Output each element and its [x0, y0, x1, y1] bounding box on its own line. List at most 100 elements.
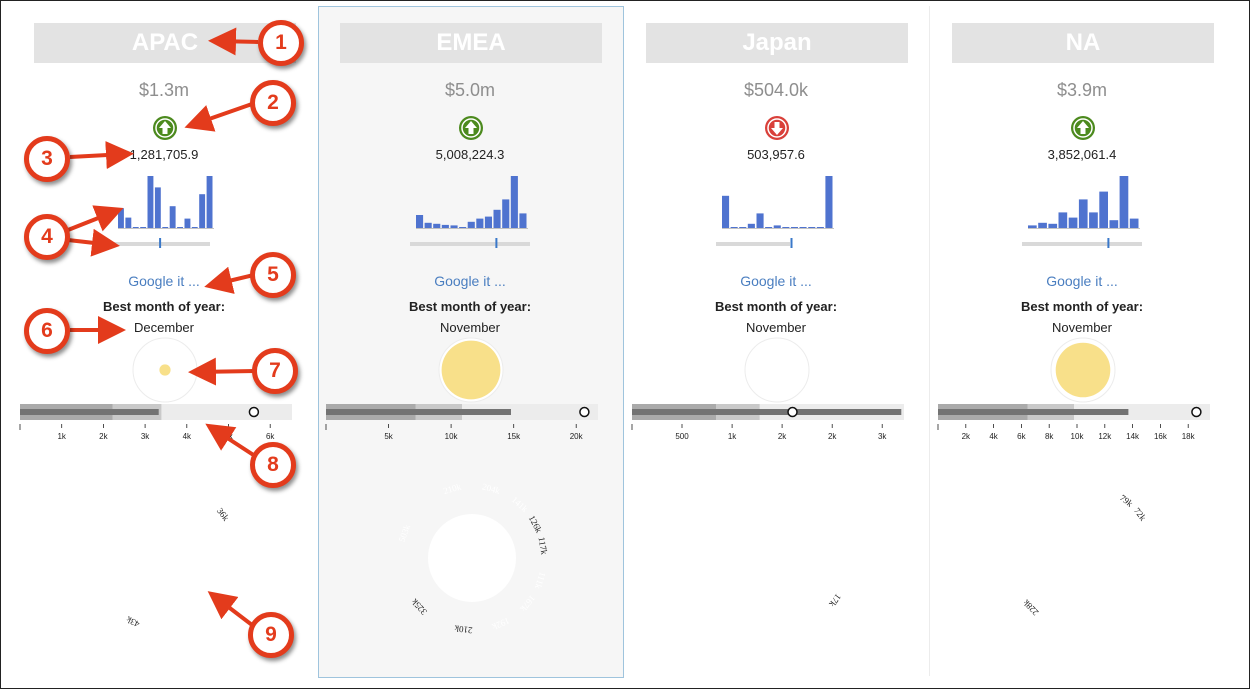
callout-badge: 9	[248, 612, 294, 658]
panel-divider	[929, 6, 930, 676]
bullet-tick-label: 4k	[989, 432, 998, 441]
spark-bar	[1078, 199, 1088, 228]
bullet-tick-label: 2k	[99, 432, 108, 441]
google-link-apac[interactable]: Google it ...	[128, 273, 200, 289]
trend-up-icon	[1071, 116, 1095, 140]
spark-bar	[519, 213, 527, 228]
amount-apac: $1.3m	[138, 80, 190, 100]
donut-slice-label: 72k	[1132, 506, 1148, 523]
spark-bar	[441, 224, 449, 228]
spark-bar	[459, 227, 467, 228]
google-link-japan[interactable]: Google it ...	[740, 273, 812, 289]
google-link-na[interactable]: Google it ...	[1046, 273, 1118, 289]
sparkline-na	[1022, 176, 1142, 248]
bullet-target	[248, 406, 260, 418]
callout-badge: 6	[24, 308, 70, 354]
spark-bar	[1099, 191, 1108, 228]
spark-bar	[467, 221, 475, 228]
spark-bar	[1089, 212, 1098, 228]
bullet-target	[579, 406, 590, 418]
best-month-bubble-na	[1050, 337, 1116, 403]
donut-slice-label: 423k	[1008, 520, 1024, 541]
bullet-measure	[938, 409, 1129, 415]
spark-bar	[747, 223, 755, 228]
spark-bar	[162, 227, 169, 228]
spark-bar	[1129, 218, 1139, 228]
amount-na: $3.9m	[1056, 80, 1108, 100]
donut-slice-label: 127k	[230, 562, 243, 582]
sparkline-emea	[410, 176, 530, 248]
best-month-value-emea: November	[440, 320, 500, 335]
spark-bar	[765, 227, 773, 228]
bullet-measure	[326, 409, 511, 415]
google-link-emea[interactable]: Google it ...	[434, 273, 506, 289]
donut-slice-label: 72k	[700, 534, 713, 550]
spark-bar	[1028, 225, 1037, 228]
bullet-chart-japan: 500 1k 2k 2k 3k	[631, 404, 904, 441]
bullet-tick-label: 6k	[266, 432, 275, 441]
exact-value-emea: 5,008,224.3	[435, 147, 505, 162]
spark-bar	[799, 227, 807, 228]
spark-bar	[1119, 176, 1129, 228]
trend-down-icon	[765, 116, 789, 140]
spark-bar	[433, 223, 441, 228]
bullet-tick-label: 10k	[1071, 432, 1085, 441]
donut-hole	[1039, 514, 1127, 602]
bullet-target	[1191, 406, 1202, 418]
donut-slice-label: 107k	[1131, 591, 1150, 612]
spark-bar	[199, 194, 206, 228]
best-month-label-na: Best month of year:	[1020, 299, 1144, 314]
spark-bar	[739, 227, 747, 228]
donut-slice-label: 146k	[107, 495, 127, 515]
bullet-chart-apac: 1k 2k 3k 4k 5k 6k	[19, 404, 292, 441]
spark-bar	[1038, 222, 1047, 228]
best-month-label-japan: Best month of year:	[714, 299, 838, 314]
donut-slice-label: 173k	[1146, 532, 1160, 552]
bubble-fill	[441, 340, 501, 400]
donut-chart-apac: 71k 36k 127k 96k 43k 91k 146k	[92, 484, 243, 635]
bullet-tick-label: 2k	[962, 432, 971, 441]
donut-slice-label: 111k	[533, 571, 548, 591]
donut-slice-label: 210k	[453, 623, 473, 635]
arrow-up-glyph	[1077, 121, 1089, 134]
amount-emea: $5.0m	[444, 80, 496, 100]
bullet-tick-label: 3k	[141, 432, 150, 441]
best-month-value-apac: December	[134, 320, 194, 335]
bullet-tick-label: 4k	[183, 432, 192, 441]
bullet-chart-na: 2k 4k 6k 8k 10k 12k 14k 16k 18k	[937, 404, 1210, 441]
spark-bar	[1109, 220, 1119, 228]
donut-slice-label: 79k	[1118, 493, 1135, 509]
bullet-tick-label: 500	[675, 432, 689, 441]
spark-bar	[816, 227, 824, 228]
spark-bar	[125, 217, 132, 228]
bullet-tick-label: 8k	[1045, 432, 1054, 441]
arrow-up-glyph	[159, 121, 171, 134]
spark-track	[410, 242, 530, 246]
exact-value-japan: 503,957.6	[747, 147, 805, 162]
spark-bar	[450, 225, 458, 228]
spark-bar	[1068, 217, 1078, 228]
donut-slice-label: 96k	[175, 621, 191, 634]
region-title-na: NA	[952, 23, 1214, 63]
callout-badge: 4	[24, 214, 70, 260]
region-title-japan: Japan	[646, 23, 908, 63]
spark-bar	[825, 176, 833, 228]
best-month-value-na: November	[1052, 320, 1112, 335]
donut-slice-label: 503k	[397, 523, 413, 544]
donut-hole	[122, 514, 210, 602]
bullet-measure	[632, 409, 902, 415]
bullet-tick-label: 2k	[778, 432, 787, 441]
donut-slice-label: 117k	[536, 536, 549, 556]
spark-track	[1022, 242, 1142, 246]
trend-ring	[1073, 118, 1093, 138]
region-title-emea: EMEA	[340, 23, 602, 63]
bubble-ring	[744, 337, 810, 403]
spark-bar	[808, 227, 816, 228]
callout-badge: 7	[252, 348, 298, 394]
donut-slice-label: 91k	[92, 578, 107, 595]
bullet-tick-label: 18k	[1182, 432, 1196, 441]
donut-slice-label: 141k	[510, 494, 530, 514]
bullet-tick-label: 2k	[828, 432, 837, 441]
spark-bar	[206, 176, 213, 228]
